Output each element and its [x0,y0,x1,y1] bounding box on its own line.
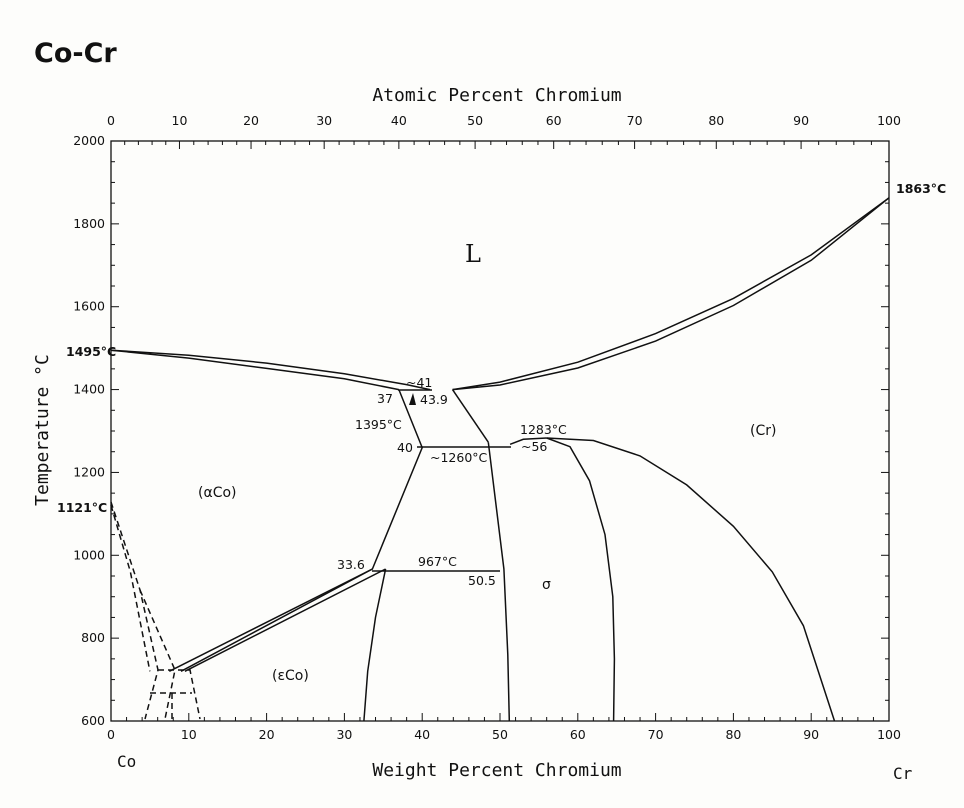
peritectoid-left-composition: 40 [397,440,413,455]
eutectic-composition: ~41 [406,375,432,390]
liquidus-right-line [452,197,890,391]
sigma-right-boundary-line [546,437,616,722]
liquidus-left-line [110,349,431,391]
eutectic-left-composition: 37 [377,391,393,406]
left-tick-label: 1000 [73,547,105,562]
top-tick-label: 10 [172,113,188,128]
co-dash-mid [139,589,176,720]
bottom-tick-label: 90 [803,727,819,742]
martensite-finish-line [184,568,386,672]
bottom-tick-label: 60 [570,727,586,742]
eutectic-arrow [409,393,416,405]
solidus-left-line [110,349,400,391]
cr-boundary-high-line [451,389,489,443]
bottom-tick-label: 40 [414,727,430,742]
left-tick-label: 1200 [73,464,105,479]
bottom-axis-ticks: 0 10 20 30 40 50 60 70 80 90 100 [107,713,901,742]
eutectoid-right-composition: 50.5 [468,573,496,588]
bottom-tick-label: 70 [648,727,664,742]
region-cr: (Cr) [750,423,776,439]
left-tick-label: 1400 [73,382,105,397]
co-dash-left [110,501,159,720]
left-axis-title: Temperature °C [32,354,53,506]
peritectoid-temperature: ~1260°C [430,450,488,465]
top-tick-label: 40 [391,113,407,128]
region-sigma: σ [542,577,551,593]
top-axis-ticks: 0 10 20 30 40 50 60 70 80 90 100 [107,113,901,149]
co-melting-point: 1495°C [66,344,116,359]
left-tick-label: 1600 [73,299,105,314]
left-axis-ticks: 600 800 1000 1200 1400 1600 1800 2000 [73,133,889,728]
top-tick-label: 20 [243,113,259,128]
cr-solvus-line [546,437,836,722]
top-tick-label: 60 [546,113,562,128]
eutectoid-temperature: 967°C [418,554,457,569]
eutectic-temperature: 1395°C [355,417,402,432]
top-tick-label: 80 [708,113,724,128]
bottom-tick-label: 30 [336,727,352,742]
region-alpha-co: (αCo) [198,485,237,501]
top-tick-label: 90 [793,113,809,128]
sigma-left-boundary-line [487,442,511,722]
bottom-tick-label: 100 [877,727,901,742]
bottom-tick-label: 80 [725,727,741,742]
epsilon-co-boundary-line [363,568,387,722]
co-dash-right [158,669,201,720]
top-tick-label: 0 [107,113,115,128]
alpha-co-boundary-line [180,389,424,672]
eutectoid-left-composition: 33.6 [337,557,365,572]
page-title: Co-Cr [34,38,117,69]
co-transition-temp: 1121°C [57,500,107,515]
co-transition-dashed-line [110,504,151,672]
bottom-tick-label: 50 [492,727,508,742]
top-tick-label: 30 [316,113,332,128]
martensite-start-line [168,568,373,672]
sigma-max-temperature: 1283°C [520,422,567,437]
bottom-tick-label: 20 [259,727,275,742]
bottom-tick-label: 0 [107,727,115,742]
eutectic-right-composition: 43.9 [420,392,448,407]
region-liquid: L [465,240,481,268]
sigma-dome-line [509,437,547,446]
cr-melting-point: 1863°C [896,181,946,196]
top-tick-label: 100 [877,113,901,128]
left-tick-label: 2000 [73,133,105,148]
left-tick-label: 800 [81,630,105,645]
bottom-axis-title: Weight Percent Chromium [372,760,621,781]
solidus-right-line [452,197,890,391]
bottom-tick-label: 10 [181,727,197,742]
element-label-cr: Cr [893,764,913,783]
top-axis-title: Atomic Percent Chromium [372,85,621,106]
left-tick-label: 1800 [73,216,105,231]
top-tick-label: 50 [467,113,483,128]
left-tick-label: 600 [81,713,105,728]
phase-boundaries [110,197,890,722]
sigma-max-composition: ~56 [521,439,547,454]
top-tick-label: 70 [627,113,643,128]
region-epsilon-co: (εCo) [272,668,309,684]
element-label-co: Co [117,752,136,771]
